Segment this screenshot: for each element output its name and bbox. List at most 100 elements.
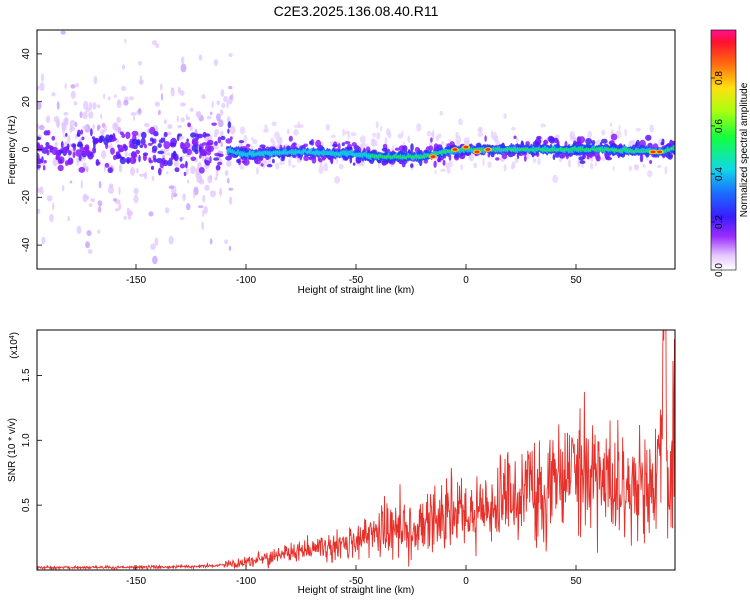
- spectrogram-noise-speck: [177, 125, 183, 128]
- spectrogram-noise-speck: [56, 121, 60, 129]
- spectrogram-noise-speck: [275, 162, 280, 170]
- spectrogram-noise-speck: [204, 184, 210, 191]
- spectrogram-noise-speck: [88, 203, 93, 208]
- spectrogram-noise-speck: [74, 121, 78, 128]
- spectrogram-energy-blob: [204, 160, 211, 166]
- spectrogram-noise-speck: [229, 125, 236, 135]
- spectrogram-energy-blob: [217, 136, 222, 144]
- spectrogram-noise-speck: [179, 217, 185, 220]
- spectrogram-noise-speck: [370, 138, 376, 147]
- spectrogram-energy-blob: [214, 141, 218, 146]
- spectrogram-noise-speck: [293, 129, 299, 136]
- spectrogram-noise-speck: [286, 128, 290, 135]
- spectrogram-noise-speck: [226, 116, 231, 123]
- spectrogram-energy-blob: [311, 157, 317, 164]
- spectrogram-energy-blob: [635, 139, 640, 148]
- spectrogram-noise-speck: [342, 128, 345, 137]
- spectrogram-noise-speck: [60, 30, 66, 35]
- colorbar-tick-label: 0.8: [714, 71, 725, 85]
- spectrogram-noise-speck: [364, 143, 368, 147]
- spectrogram-noise-speck: [160, 83, 163, 91]
- spectrogram-noise-speck: [350, 132, 357, 137]
- spectrogram-energy-blob: [591, 140, 596, 146]
- spectrogram-noise-speck: [176, 115, 179, 123]
- spectrogram-noise-speck: [189, 107, 194, 112]
- spectrogram-noise-speck: [215, 169, 219, 178]
- spectrogram-hot-spot: [430, 155, 436, 159]
- spectrogram-energy-blob: [180, 141, 184, 150]
- spectrogram-noise-speck: [69, 180, 73, 184]
- spectrogram-y-tick-label: 0: [21, 146, 32, 152]
- spectrogram-noise-speck: [38, 124, 45, 131]
- spectrogram-noise-speck: [112, 198, 117, 202]
- spectrogram-noise-speck: [239, 126, 246, 135]
- spectrogram-noise-speck: [338, 163, 344, 170]
- spectrogram-noise-speck: [196, 175, 203, 184]
- spectrogram-noise-speck: [226, 100, 229, 109]
- spectrogram-energy-blob: [242, 158, 250, 166]
- snr-ylabel: SNR (10 * v/v): [7, 418, 18, 482]
- spectrogram-energy-blob: [135, 149, 140, 155]
- spectrogram-noise-speck: [166, 171, 169, 175]
- spectrogram-noise-speck: [216, 113, 221, 122]
- spectrogram-noise-speck: [97, 206, 102, 213]
- spectrogram-energy-blob: [381, 147, 388, 152]
- spectrogram-x-tick-label: 50: [570, 275, 582, 286]
- spectrogram-energy-blob: [177, 133, 182, 137]
- spectrogram-noise-speck: [228, 245, 232, 251]
- spectrogram-noise-speck: [107, 96, 111, 101]
- spectrogram-energy-blob: [105, 142, 109, 150]
- spectrogram-energy-blob: [151, 145, 158, 152]
- spectrogram-noise-speck: [193, 191, 196, 199]
- spectrogram-energy-blob: [259, 144, 266, 148]
- spectrogram-noise-speck: [112, 122, 118, 131]
- spectrogram-energy-blob: [105, 134, 110, 141]
- colorbar-tick-label: 0.0: [714, 263, 725, 277]
- spectrogram-energy-blob: [213, 157, 220, 161]
- spectrogram-energy-blob: [645, 134, 652, 141]
- spectrogram-noise-speck: [288, 157, 292, 167]
- spectrogram-energy-blob: [37, 136, 42, 141]
- spectrogram-noise-speck: [108, 185, 114, 194]
- spectrogram-noise-speck: [133, 187, 139, 195]
- spectrogram-noise-speck: [434, 169, 437, 175]
- colorbar-ticks: 0.0 0.2 0.4 0.6 0.8: [711, 71, 725, 277]
- spectrogram-noise-speck: [323, 162, 329, 172]
- spectrogram-energy-blob: [187, 122, 192, 128]
- spectrogram-panel: -150 -100 -50 0 50 -40 -20 0 20 40 Height of stra…: [7, 29, 676, 296]
- snr-y-multiplier-base: (x10: [9, 339, 20, 359]
- spectrogram-energy-blob: [66, 143, 70, 150]
- spectrogram-energy-blob: [43, 159, 47, 164]
- spectrogram-noise-speck: [133, 194, 139, 204]
- spectrogram-noise-speck: [63, 111, 69, 116]
- snr-x-tick-label: -50: [349, 576, 364, 587]
- colorbar-label: Normalized spectral amplitude: [739, 82, 750, 217]
- spectrogram-energy-blob: [513, 135, 517, 140]
- spectrogram-noise-speck: [359, 135, 366, 144]
- spectrogram-energy-blob: [245, 143, 251, 148]
- spectrogram-noise-speck: [468, 154, 473, 161]
- spectrogram-noise-speck: [150, 243, 156, 250]
- spectrogram-energy-blob: [37, 143, 41, 151]
- spectrogram-noise-speck: [39, 82, 45, 91]
- spectrogram-noise-speck: [375, 121, 379, 129]
- spectrogram-noise-speck: [213, 133, 218, 138]
- spectrogram-noise-speck: [618, 125, 621, 131]
- spectrogram-energy-blob: [157, 150, 165, 155]
- spectrogram-energy-blob: [186, 138, 189, 143]
- spectrogram-energy-blob: [133, 157, 136, 163]
- spectrogram-noise-speck: [52, 202, 55, 211]
- spectrogram-energy-blob: [179, 163, 186, 169]
- spectrogram-noise-speck: [45, 115, 51, 124]
- spectrogram-noise-speck: [438, 133, 442, 138]
- spectrogram-noise-speck: [82, 125, 88, 130]
- spectrogram-noise-speck: [569, 132, 573, 142]
- spectrogram-energy-blob: [157, 143, 162, 148]
- spectrogram-noise-speck: [633, 164, 640, 171]
- spectrogram-energy-blob: [167, 159, 173, 167]
- spectrogram-noise-speck: [503, 113, 507, 119]
- spectrogram-energy-blob: [547, 135, 554, 142]
- spectrogram-noise-speck: [344, 130, 351, 135]
- spectrogram-noise-speck: [272, 140, 276, 148]
